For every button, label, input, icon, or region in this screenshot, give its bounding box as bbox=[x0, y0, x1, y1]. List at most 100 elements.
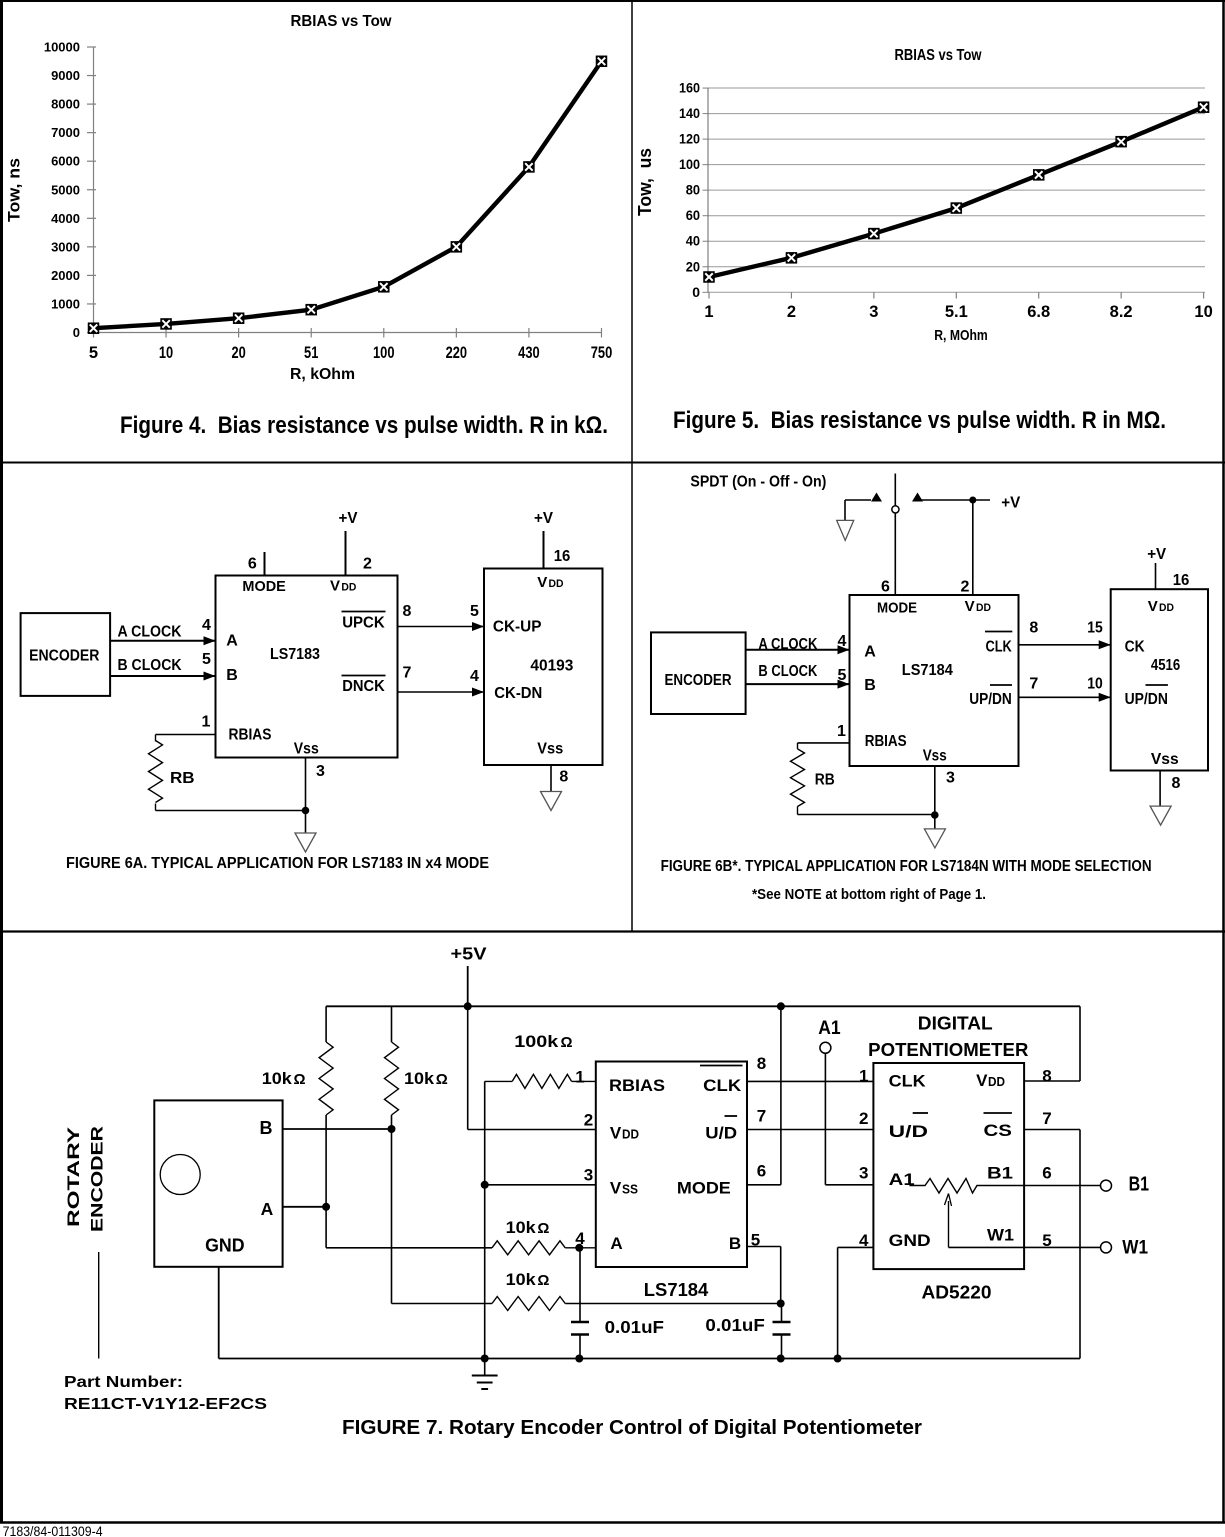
svg-text:UP/DN: UP/DN bbox=[1125, 691, 1168, 708]
svg-text:8: 8 bbox=[1042, 1067, 1051, 1086]
svg-text:1: 1 bbox=[704, 303, 713, 321]
svg-text:ENCODER: ENCODER bbox=[88, 1126, 107, 1232]
svg-text:1: 1 bbox=[859, 1067, 868, 1086]
svg-text:1: 1 bbox=[575, 1068, 584, 1087]
svg-text:10: 10 bbox=[1087, 676, 1103, 693]
svg-text:R, kOhm: R, kOhm bbox=[290, 366, 355, 383]
svg-text:3: 3 bbox=[859, 1164, 868, 1183]
svg-text:5: 5 bbox=[1042, 1231, 1051, 1250]
svg-text:5: 5 bbox=[751, 1231, 760, 1250]
svg-text:60: 60 bbox=[686, 207, 700, 223]
svg-text:10k: 10k bbox=[506, 1271, 537, 1289]
svg-text:B CLOCK: B CLOCK bbox=[758, 663, 817, 680]
svg-text:SPDT (On - Off - On): SPDT (On - Off - On) bbox=[690, 474, 826, 491]
svg-text:+V: +V bbox=[1001, 495, 1020, 512]
svg-text:U/D: U/D bbox=[889, 1122, 928, 1141]
svg-text:Tow, ns: Tow, ns bbox=[5, 158, 24, 222]
svg-text:V: V bbox=[1148, 598, 1158, 615]
svg-text:10k: 10k bbox=[506, 1219, 537, 1237]
svg-text:0: 0 bbox=[692, 284, 700, 300]
svg-text:Vss: Vss bbox=[1151, 751, 1179, 768]
svg-text:5: 5 bbox=[470, 603, 479, 620]
svg-text:UP/DN: UP/DN bbox=[969, 691, 1012, 708]
svg-text:GND: GND bbox=[889, 1231, 931, 1250]
svg-text:V: V bbox=[537, 574, 547, 591]
svg-text:Figure 4. Bias resistance vs: Figure 4. Bias resistance vs pulse width… bbox=[120, 412, 608, 439]
svg-text:Vss: Vss bbox=[537, 741, 563, 758]
svg-text:2: 2 bbox=[961, 578, 970, 595]
svg-text:10k: 10k bbox=[262, 1070, 293, 1088]
svg-text:Ω: Ω bbox=[294, 1071, 306, 1088]
svg-text:80: 80 bbox=[686, 182, 700, 198]
svg-text:0.01uF: 0.01uF bbox=[605, 1317, 665, 1337]
svg-text:Ω: Ω bbox=[436, 1071, 448, 1088]
svg-text:DD: DD bbox=[1159, 602, 1174, 614]
svg-text:0.01uF: 0.01uF bbox=[705, 1315, 765, 1335]
svg-text:POTENTIOMETER: POTENTIOMETER bbox=[868, 1039, 1028, 1060]
svg-text:CK-DN: CK-DN bbox=[494, 685, 542, 702]
svg-text:3: 3 bbox=[316, 763, 325, 780]
svg-text:+V: +V bbox=[534, 510, 553, 527]
svg-text:CK: CK bbox=[1125, 639, 1145, 656]
svg-text:B: B bbox=[260, 1118, 273, 1138]
svg-text:3: 3 bbox=[584, 1166, 593, 1185]
svg-text:V: V bbox=[610, 1124, 622, 1143]
svg-text:DD: DD bbox=[988, 1075, 1005, 1089]
svg-text:2: 2 bbox=[859, 1109, 868, 1128]
svg-text:+5V: +5V bbox=[451, 944, 487, 964]
svg-text:DD: DD bbox=[341, 582, 356, 594]
svg-text:B CLOCK: B CLOCK bbox=[118, 657, 182, 674]
svg-text:B1: B1 bbox=[987, 1164, 1013, 1183]
svg-text:UPCK: UPCK bbox=[342, 615, 385, 632]
svg-text:B: B bbox=[226, 667, 238, 684]
svg-text:10: 10 bbox=[159, 344, 173, 362]
svg-text:15: 15 bbox=[1087, 620, 1103, 637]
svg-text:9000: 9000 bbox=[51, 68, 80, 83]
svg-text:220: 220 bbox=[446, 344, 468, 362]
svg-text:1: 1 bbox=[837, 723, 846, 740]
svg-text:Vss: Vss bbox=[294, 741, 319, 758]
svg-text:B: B bbox=[729, 1234, 741, 1253]
svg-text:100: 100 bbox=[679, 156, 700, 172]
svg-text:20: 20 bbox=[686, 258, 700, 274]
svg-text:CLK: CLK bbox=[889, 1072, 927, 1091]
svg-text:W1: W1 bbox=[1122, 1238, 1148, 1259]
svg-text:10000: 10000 bbox=[44, 40, 80, 55]
svg-text:0: 0 bbox=[73, 325, 80, 340]
svg-text:2000: 2000 bbox=[51, 268, 80, 283]
svg-text:+V: +V bbox=[1147, 546, 1166, 563]
svg-text:8000: 8000 bbox=[51, 97, 80, 112]
svg-text:430: 430 bbox=[518, 344, 540, 362]
svg-text:40193: 40193 bbox=[530, 657, 573, 674]
svg-text:40: 40 bbox=[686, 233, 700, 249]
svg-text:V: V bbox=[976, 1071, 988, 1090]
svg-text:R, MOhm: R, MOhm bbox=[934, 327, 988, 344]
svg-text:Tow, us: Tow, us bbox=[635, 148, 655, 216]
svg-text:MODE: MODE bbox=[677, 1179, 731, 1198]
svg-text:7: 7 bbox=[403, 664, 412, 681]
svg-text:4: 4 bbox=[838, 633, 847, 650]
svg-text:CK-UP: CK-UP bbox=[493, 619, 542, 636]
svg-text:MODE: MODE bbox=[877, 600, 917, 617]
svg-text:8: 8 bbox=[1172, 775, 1181, 792]
svg-text:RBIAS vs Tow: RBIAS vs Tow bbox=[291, 13, 393, 30]
svg-text:120: 120 bbox=[679, 131, 700, 147]
svg-text:10: 10 bbox=[1194, 303, 1212, 321]
svg-text:1000: 1000 bbox=[51, 296, 80, 311]
svg-text:CLK: CLK bbox=[986, 639, 1013, 656]
svg-text:A1: A1 bbox=[818, 1018, 841, 1039]
svg-text:7183/84-011309-4: 7183/84-011309-4 bbox=[3, 1524, 103, 1537]
svg-text:A: A bbox=[610, 1234, 622, 1253]
svg-text:7: 7 bbox=[757, 1107, 766, 1126]
svg-text:Ω: Ω bbox=[537, 1272, 549, 1289]
svg-text:16: 16 bbox=[1173, 572, 1190, 589]
svg-text:16: 16 bbox=[554, 548, 571, 565]
svg-text:51: 51 bbox=[304, 344, 318, 362]
svg-text:1: 1 bbox=[202, 714, 211, 731]
svg-text:7: 7 bbox=[1042, 1109, 1051, 1128]
svg-text:DD: DD bbox=[549, 578, 564, 590]
svg-text:2: 2 bbox=[787, 303, 796, 321]
svg-text:DIGITAL: DIGITAL bbox=[918, 1013, 993, 1034]
svg-text:AD5220: AD5220 bbox=[922, 1283, 992, 1303]
svg-text:Vss: Vss bbox=[923, 748, 947, 765]
